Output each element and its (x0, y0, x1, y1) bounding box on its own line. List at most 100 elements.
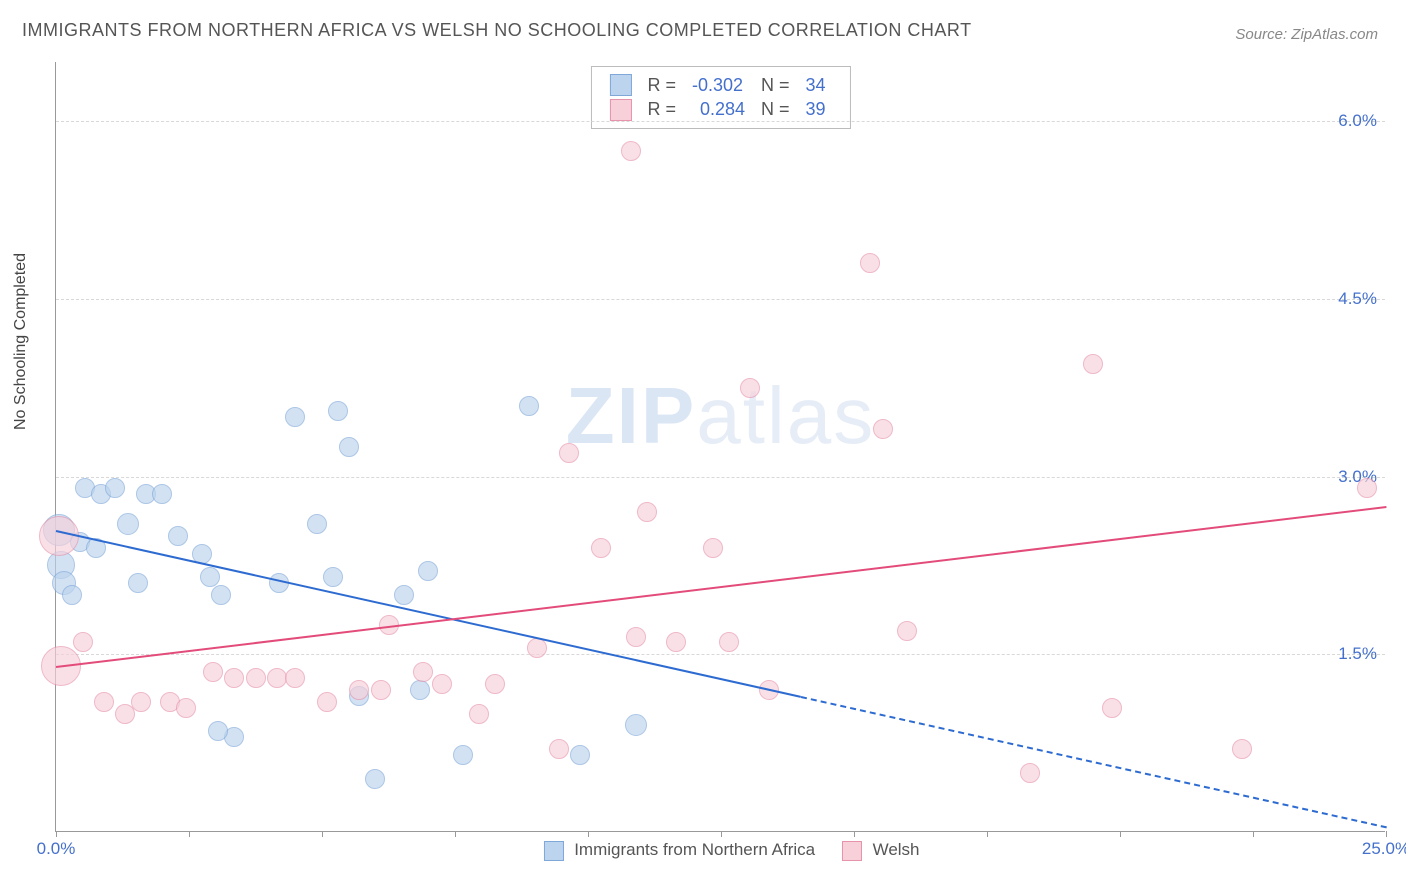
x-tick-mark (455, 831, 456, 837)
source-prefix: Source: (1235, 26, 1291, 43)
n-label: N = (753, 97, 798, 121)
x-tick-mark (1120, 831, 1121, 837)
data-point-northern_africa (168, 526, 188, 546)
gridline (56, 121, 1385, 122)
data-point-northern_africa (211, 585, 231, 605)
data-point-northern_africa (410, 680, 430, 700)
legend-row-northern-africa: R = -0.302 N = 34 (601, 73, 833, 97)
x-tick-mark (987, 831, 988, 837)
data-point-welsh (860, 253, 880, 273)
data-point-northern_africa (418, 561, 438, 581)
data-point-welsh (371, 680, 391, 700)
data-point-welsh (527, 638, 547, 658)
data-point-welsh (246, 668, 266, 688)
data-point-welsh (469, 704, 489, 724)
watermark-light: atlas (696, 371, 875, 460)
data-point-welsh (413, 662, 433, 682)
data-point-northern_africa (625, 714, 647, 736)
data-point-northern_africa (323, 567, 343, 587)
legend-label-northern-africa: Immigrants from Northern Africa (574, 840, 815, 859)
data-point-welsh (285, 668, 305, 688)
data-point-northern_africa (307, 514, 327, 534)
data-point-northern_africa (519, 396, 539, 416)
x-tick-mark (322, 831, 323, 837)
data-point-northern_africa (105, 478, 125, 498)
data-point-welsh (549, 739, 569, 759)
data-point-welsh (703, 538, 723, 558)
data-point-welsh (637, 502, 657, 522)
x-tick-label: 25.0% (1362, 839, 1406, 859)
swatch-welsh (609, 99, 631, 121)
data-point-northern_africa (365, 769, 385, 789)
data-point-northern_africa (208, 721, 228, 741)
x-tick-mark (588, 831, 589, 837)
data-point-northern_africa (339, 437, 359, 457)
data-point-northern_africa (328, 401, 348, 421)
x-tick-mark (854, 831, 855, 837)
data-point-welsh (224, 668, 244, 688)
data-point-welsh (740, 378, 760, 398)
data-point-welsh (1020, 763, 1040, 783)
data-point-welsh (719, 632, 739, 652)
data-point-welsh (131, 692, 151, 712)
swatch-northern-africa (609, 74, 631, 96)
x-tick-label: 0.0% (37, 839, 76, 859)
source-name: ZipAtlas.com (1291, 26, 1378, 43)
x-tick-mark (56, 831, 57, 837)
legend-label-welsh: Welsh (873, 840, 920, 859)
data-point-welsh (485, 674, 505, 694)
legend-correlation: R = -0.302 N = 34 R = 0.284 N = 39 (590, 66, 850, 129)
legend-row-welsh: R = 0.284 N = 39 (601, 97, 833, 121)
data-point-welsh (1357, 478, 1377, 498)
data-point-welsh (666, 632, 686, 652)
x-tick-mark (1386, 831, 1387, 837)
data-point-northern_africa (152, 484, 172, 504)
data-point-welsh (873, 419, 893, 439)
data-point-welsh (73, 632, 93, 652)
data-point-welsh (176, 698, 196, 718)
data-point-welsh (267, 668, 287, 688)
r-label: R = (639, 73, 684, 97)
x-tick-mark (1253, 831, 1254, 837)
swatch-welsh (842, 841, 862, 861)
data-point-northern_africa (394, 585, 414, 605)
plot-area: ZIPatlas R = -0.302 N = 34 R = 0.284 N =… (55, 62, 1385, 832)
data-point-welsh (203, 662, 223, 682)
gridline (56, 654, 1385, 655)
data-point-welsh (1083, 354, 1103, 374)
y-tick-label: 6.0% (1338, 111, 1377, 131)
n-value-welsh: 39 (798, 97, 834, 121)
watermark: ZIPatlas (566, 370, 875, 462)
swatch-northern-africa (543, 841, 563, 861)
gridline (56, 477, 1385, 478)
chart-title: IMMIGRANTS FROM NORTHERN AFRICA VS WELSH… (22, 20, 972, 41)
watermark-bold: ZIP (566, 371, 696, 460)
data-point-welsh (1102, 698, 1122, 718)
data-point-welsh (559, 443, 579, 463)
data-point-welsh (626, 627, 646, 647)
data-point-welsh (317, 692, 337, 712)
r-value-welsh: 0.284 (684, 97, 753, 121)
data-point-northern_africa (285, 407, 305, 427)
data-point-welsh (94, 692, 114, 712)
x-tick-mark (189, 831, 190, 837)
x-tick-mark (721, 831, 722, 837)
data-point-welsh (591, 538, 611, 558)
data-point-northern_africa (200, 567, 220, 587)
data-point-northern_africa (62, 585, 82, 605)
data-point-welsh (1232, 739, 1252, 759)
data-point-welsh (897, 621, 917, 641)
chart-container: IMMIGRANTS FROM NORTHERN AFRICA VS WELSH… (0, 0, 1406, 892)
legend-series: Immigrants from Northern Africa Welsh (521, 840, 919, 861)
r-label: R = (639, 97, 684, 121)
y-tick-label: 4.5% (1338, 289, 1377, 309)
n-label: N = (753, 73, 798, 97)
data-point-welsh (621, 141, 641, 161)
n-value-northern-africa: 34 (798, 73, 834, 97)
data-point-northern_africa (117, 513, 139, 535)
r-value-northern-africa: -0.302 (684, 73, 753, 97)
source-credit: Source: ZipAtlas.com (1235, 26, 1378, 43)
data-point-northern_africa (453, 745, 473, 765)
data-point-northern_africa (570, 745, 590, 765)
data-point-welsh (432, 674, 452, 694)
